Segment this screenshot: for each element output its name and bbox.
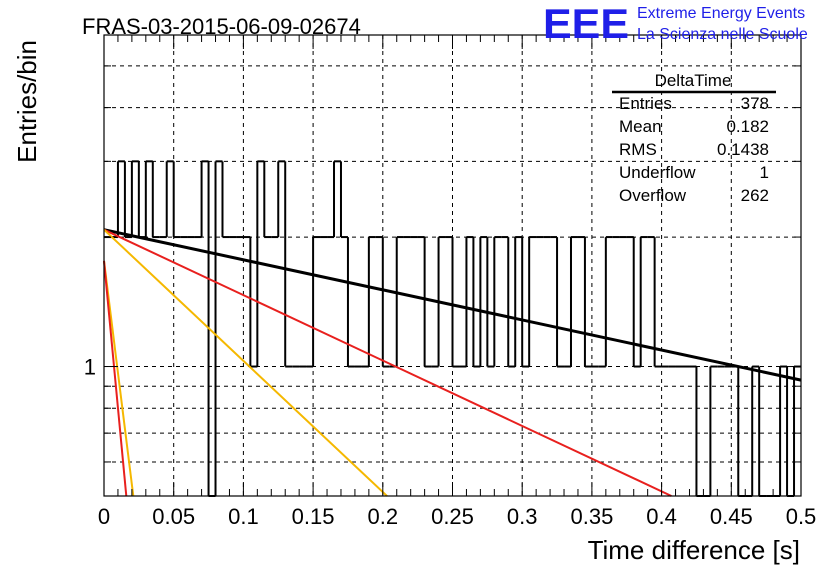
grid (104, 35, 801, 496)
x-tick-label: 0 (98, 504, 110, 529)
x-tick-label: 0.05 (152, 504, 195, 529)
fit-line (103, 228, 802, 382)
x-axis-label: Time difference [s] (588, 535, 800, 565)
stats-value-overflow: 262 (741, 186, 769, 205)
x-tick-label: 0.15 (292, 504, 335, 529)
stats-title: DeltaTime (655, 71, 732, 90)
fit-line (103, 260, 135, 497)
y-axis-label: Entries/bin (12, 40, 42, 163)
x-tick-label: 0.1 (228, 504, 259, 529)
x-tick-label: 0.3 (507, 504, 538, 529)
stats-label-rms: RMS (619, 140, 657, 159)
stats-value-entries: 378 (741, 94, 769, 113)
axes: 0 0.05 0.1 0.15 0.2 0.25 0.3 0.35 0.4 0.45 0.5 1 (84, 35, 817, 529)
logo-line-2: La Scienza nelle Scuole (637, 26, 808, 43)
fit-line (103, 260, 128, 497)
stats-label-overflow: Overflow (619, 186, 687, 205)
logo-line-1: Extreme Energy Events (637, 5, 805, 22)
run-title: FRAS-03-2015-06-09-02674 (82, 14, 361, 39)
y-tick-label: 1 (84, 355, 96, 380)
stats-value-underflow: 1 (760, 163, 769, 182)
stats-label-underflow: Underflow (619, 163, 696, 182)
x-tick-label: 0.45 (710, 504, 753, 529)
stats-box: DeltaTime Entries 378 Mean 0.182 RMS 0.1… (612, 71, 776, 205)
fit-line (103, 228, 672, 497)
fit-lines (103, 228, 802, 497)
x-tick-label: 0.25 (431, 504, 474, 529)
x-tick-label: 0.5 (786, 504, 817, 529)
stats-value-mean: 0.182 (726, 117, 769, 136)
stats-label-mean: Mean (619, 117, 662, 136)
x-tick-label: 0.2 (368, 504, 399, 529)
x-tick-label: 0.4 (646, 504, 677, 529)
stats-label-entries: Entries (619, 94, 672, 113)
fit-line (103, 228, 388, 497)
x-tick-label: 0.35 (570, 504, 613, 529)
eee-logo: EEE (543, 0, 629, 47)
stats-value-rms: 0.1438 (717, 140, 769, 159)
